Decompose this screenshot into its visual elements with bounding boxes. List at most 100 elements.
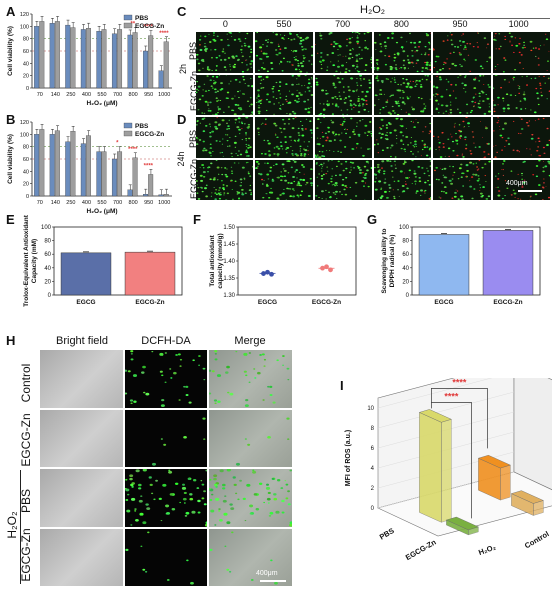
h-column-label: Bright field (56, 335, 108, 347)
z-tick-label: 0 (371, 506, 375, 512)
bar-pbs (65, 141, 71, 197)
micrograph-tile (314, 117, 372, 158)
chart-e-trolox: 0 20 40 60 80 100 EGCG EGCG-Zn Trolox-Equivalent… (23, 215, 183, 307)
significance-mark: **** (128, 147, 138, 153)
y-tick-label: 100 (399, 225, 410, 231)
z-tick-label: 8 (371, 426, 375, 432)
x-tick-label: 400 (82, 92, 91, 98)
legend-swatch (123, 22, 133, 29)
z-tick-label: 6 (371, 446, 375, 452)
concentration-label: 700 (335, 19, 351, 29)
legend-label: EGCG-Zn (135, 131, 164, 138)
micrograph-tile (373, 117, 432, 158)
y-tick-label: 60 (23, 49, 29, 55)
scale-bar-h (260, 580, 286, 582)
x-tick-label: 800 (129, 92, 138, 98)
bar-pbs (34, 134, 40, 197)
h-group-bracket (20, 470, 21, 584)
bar-egcg-zn (101, 29, 107, 89)
bar-egcg-zn (148, 35, 154, 89)
micrograph-tile (255, 74, 313, 115)
micrograph-tile (124, 469, 208, 527)
x-tick-label: 1000 (158, 200, 170, 206)
z-tick-label: 4 (371, 466, 375, 472)
x-tick-label: 250 (66, 92, 75, 98)
label-2h: 2h (178, 64, 188, 75)
bar-egcg-zn (117, 29, 123, 89)
y-tick-label: 60 (402, 252, 409, 258)
legend-label: PBS (135, 123, 149, 130)
x-tick-label: 140 (51, 200, 60, 206)
micrograph-tile (40, 528, 123, 586)
x-tick-label: 950 (144, 200, 153, 206)
legend-swatch (123, 122, 133, 129)
y-tick-label: 60 (23, 157, 29, 163)
panel-letter-h: H (6, 333, 16, 348)
h-row-control: Control (19, 363, 33, 403)
bar-pbs (111, 33, 117, 89)
bar-side (500, 464, 511, 501)
bar-egcg (418, 234, 470, 296)
micrograph-tile (373, 159, 432, 200)
y-tick-label: 80 (23, 145, 29, 151)
chart-a-cell-viability-2h: 0 20 40 60 80 100 120 70 140 250 400 550 700 ** 800 ***… (7, 12, 172, 107)
y-axis-label: Cell viability (%) (7, 26, 14, 76)
bar-pbs (143, 194, 149, 197)
h2o2-header: H₂O₂ (360, 4, 386, 16)
h-row-egcgzn: EGCG-Zn (19, 413, 33, 467)
micrograph-tile (40, 350, 123, 408)
y-tick-label: 1.30 (223, 293, 235, 299)
y-tick-label: 20 (44, 279, 51, 285)
micrograph-tile (255, 117, 313, 158)
micrograph-tile (492, 74, 550, 115)
plot-frame (411, 226, 541, 296)
significance-mark: ** (130, 22, 135, 28)
h-row-h2o2-egcgzn: EGCG-Zn (19, 528, 33, 582)
y-tick-label: 100 (20, 24, 29, 30)
significance-bracket (431, 388, 488, 449)
micrograph-tile (492, 32, 550, 73)
bar-pbs (143, 50, 149, 89)
chart-i-mfi-ros: 0 2 4 6 8 10 MFI of ROS (a.u.) **** **** PBS EGCG-… (345, 378, 552, 562)
bar-egcg-zn (124, 251, 176, 296)
concentration-label: 950 (452, 19, 468, 29)
bar-pbs (158, 194, 164, 197)
x-tick-label: 250 (66, 200, 75, 206)
significance-mark: **** (144, 25, 154, 31)
micrograph-tile (40, 409, 123, 467)
significance-mark: * (116, 141, 119, 147)
micrograph-tile (124, 409, 208, 467)
concentration-label: 800 (393, 19, 409, 29)
bar-egcg-zn (70, 131, 76, 197)
significance-mark: **** (444, 391, 459, 401)
y-tick-label: 0 (26, 194, 29, 200)
y-tick-label: 100 (41, 225, 52, 231)
micrograph-tile (124, 528, 208, 586)
bar-egcg-zn (117, 151, 123, 197)
bar-egcg (60, 252, 112, 296)
y-tick-label: 0 (26, 86, 29, 92)
bar-egcg-zn (39, 129, 45, 197)
y-tick-label: 100 (20, 132, 29, 138)
concentration-labels: 0 550 700 800 950 1000 (196, 19, 548, 31)
category-label: PBS (378, 526, 396, 542)
x-tick-label: EGCG (258, 299, 277, 306)
category-label: Control (523, 529, 551, 550)
micrograph-tile (314, 159, 372, 200)
y-axis-label: capacity (mmol/g) (217, 233, 224, 288)
bar-side (441, 419, 452, 523)
micrograph-tile (373, 74, 432, 115)
y-tick-label: 120 (20, 12, 29, 18)
bar-side (468, 526, 479, 536)
plot-frame (53, 226, 183, 296)
y-tick-label: 1.40 (223, 259, 235, 265)
bar-side (533, 500, 544, 516)
x-tick-label: EGCG (434, 299, 453, 306)
category-label: EGCG-Zn (404, 537, 438, 562)
panel-letter-b: B (6, 112, 16, 127)
bar-pbs (34, 26, 40, 89)
x-axis-label: H₂O₂ (μM) (86, 208, 117, 215)
y-tick-label: 1.50 (223, 225, 235, 231)
y-tick-label: 60 (44, 252, 51, 258)
concentration-label: 0 (222, 19, 228, 29)
